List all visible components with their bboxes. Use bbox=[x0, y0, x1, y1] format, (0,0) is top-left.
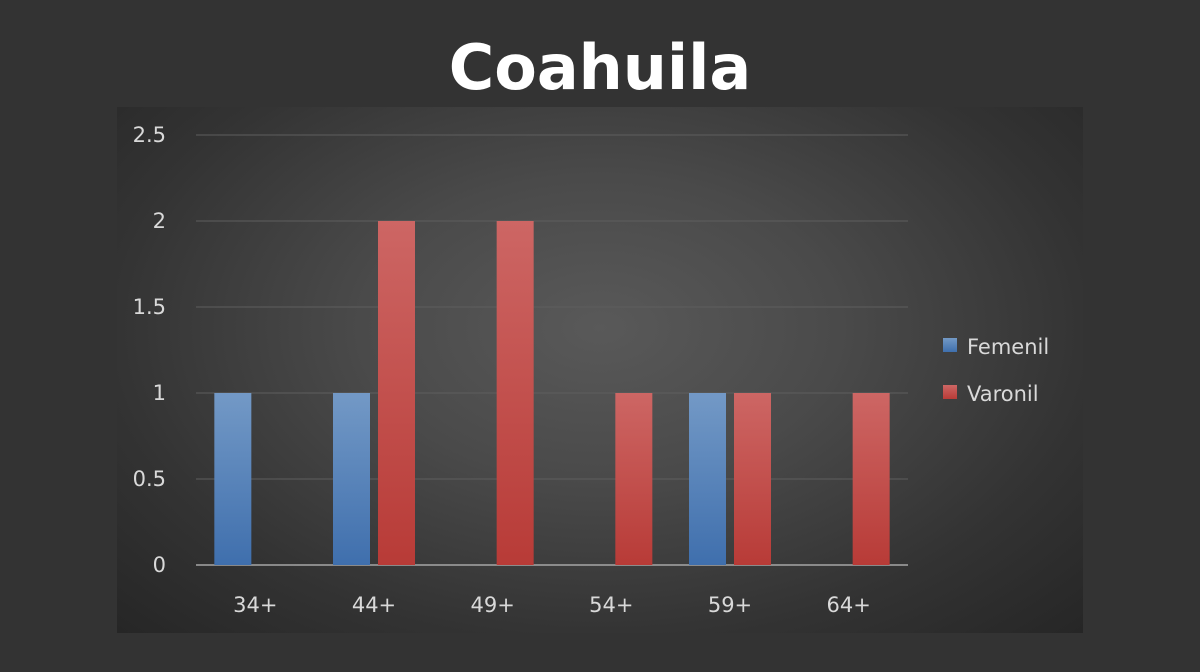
y-tick-label: 0 bbox=[153, 553, 166, 577]
x-tick-label: 34+ bbox=[233, 593, 277, 617]
legend-label-femenil: Femenil bbox=[967, 335, 1049, 359]
plot-area-background bbox=[117, 107, 1083, 633]
bar-varonil-49plus bbox=[496, 221, 534, 565]
y-tick-label: 1 bbox=[153, 381, 166, 405]
bar-femenil-59plus bbox=[689, 393, 726, 565]
chart-title: Coahuila bbox=[448, 31, 752, 104]
bar-femenil-44plus bbox=[333, 393, 370, 565]
bar-varonil-54plus bbox=[615, 393, 653, 565]
y-tick-label: 2 bbox=[153, 209, 166, 233]
x-tick-label: 49+ bbox=[471, 593, 515, 617]
bar-varonil-59plus bbox=[734, 393, 771, 565]
y-tick-label: 1.5 bbox=[133, 295, 166, 319]
x-tick-label: 64+ bbox=[827, 593, 871, 617]
bar-femenil-34plus bbox=[214, 393, 252, 565]
bar-varonil-64plus bbox=[852, 393, 890, 565]
y-tick-label: 2.5 bbox=[133, 123, 166, 147]
legend-swatch-varonil bbox=[943, 385, 957, 399]
legend-swatch-femenil bbox=[943, 338, 957, 352]
x-tick-label: 44+ bbox=[352, 593, 396, 617]
y-tick-label: 0.5 bbox=[133, 467, 166, 491]
x-tick-label: 54+ bbox=[589, 593, 633, 617]
legend-label-varonil: Varonil bbox=[967, 382, 1039, 406]
x-tick-label: 59+ bbox=[708, 593, 752, 617]
bar-varonil-44plus bbox=[378, 221, 415, 565]
